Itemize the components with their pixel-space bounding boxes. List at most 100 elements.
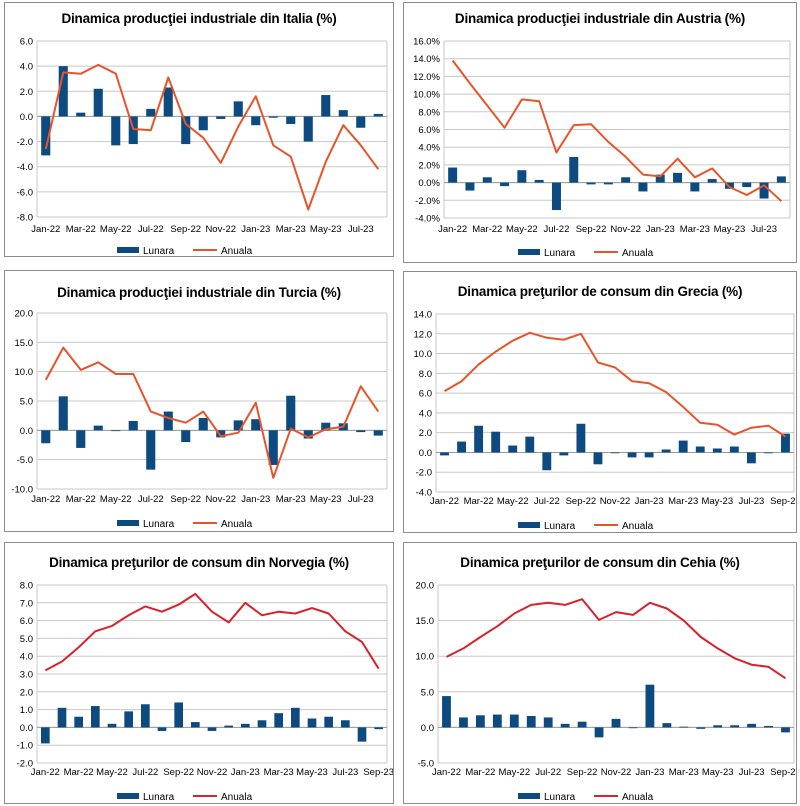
y-tick-label: 2.0% [418,160,440,171]
x-tick-label: May-23 [296,767,328,778]
x-tick-label: Jul-22 [535,767,561,778]
bar-lunara [465,182,475,191]
x-tick-label: Jul-22 [138,224,164,235]
bar-lunara [763,452,773,454]
x-tick-label: May-22 [497,496,529,507]
bar-lunara [576,423,586,453]
chart-svg: 14.012.010.08.06.04.02.00.0-2.0-4.0Jan-2… [414,310,797,533]
bar-lunara [586,182,596,185]
bar-lunara [690,182,700,192]
bar-lunara [233,101,243,117]
x-tick-label: Mar-22 [66,224,96,235]
y-tick-label: -2.0 [416,468,432,479]
bar-lunara [251,116,261,126]
bar-lunara [233,420,243,431]
x-tick-label: May-23 [701,496,733,507]
bar-lunara [508,445,518,453]
y-tick-label: 15.0 [416,616,435,627]
chart-title: Dinamica preţurilor de consum din Cehia … [460,555,740,570]
bar-lunara [321,422,331,431]
x-tick-label: Jul-22 [132,767,158,778]
legend-swatch-lunara [518,793,540,799]
x-tick-label: May-23 [310,494,342,505]
bar-lunara [128,116,138,145]
legend-swatch-lunara [518,249,540,255]
y-tick-label: 6.0% [418,125,440,136]
x-tick-label: Jul-23 [751,224,777,235]
bar-lunara [621,177,631,183]
bar-lunara [286,116,296,124]
bar-lunara [141,704,150,728]
chart-svg: 8.07.06.05.04.03.02.01.00.0-1.0-2.0Jan-2… [17,581,393,804]
chart-panel-austria: Dinamica producţiei industriale din Aust… [403,2,797,263]
x-tick-label: Mar-23 [276,224,306,235]
x-tick-label: Jan-23 [231,767,260,778]
y-tick-label: -10.0 [11,485,33,496]
x-tick-label: Nov-22 [610,224,641,235]
bar-lunara [216,430,226,438]
bar-lunara [645,684,655,728]
bar-lunara [224,725,233,728]
y-tick-label: 7.0 [20,598,33,609]
x-tick-label: Jul-23 [332,767,358,778]
legend-label-lunara: Lunara [544,792,576,803]
chart-panel-turcia: Dinamica producţiei industriale din Turc… [4,270,394,532]
bar-lunara [764,725,773,728]
x-tick-label: May-22 [498,767,530,778]
x-tick-label: Jan-23 [241,224,270,235]
bar-lunara [93,88,103,117]
bar-lunara [534,179,544,183]
x-tick-label: Nov-22 [600,496,631,507]
y-tick-label: 2.0 [419,428,432,439]
bar-lunara [111,430,121,432]
x-tick-label: Sep-22 [170,494,201,505]
bar-lunara [542,452,552,471]
y-tick-label: 0.0 [20,426,33,437]
bar-lunara [713,725,723,728]
x-tick-label: Jan-23 [646,224,675,235]
bar-lunara [356,116,366,128]
y-tick-label: 12.0 [414,329,433,340]
bar-lunara [41,116,51,156]
x-tick-label: Jul-23 [348,494,374,505]
bar-lunara [257,720,267,728]
bar-lunara [448,167,458,183]
bar-lunara [492,714,502,728]
bar-lunara [341,720,350,728]
bar-lunara [569,156,579,183]
y-tick-label: 16.0% [413,37,440,48]
bar-lunara [593,452,603,465]
bar-lunara [274,713,283,728]
bar-lunara [163,411,173,431]
x-tick-label: Nov-22 [205,494,236,505]
legend-swatch-lunara [117,793,139,799]
chart-panel-grecia: Dinamica preţurilor de consum din Grecia… [403,271,797,533]
x-tick-label: Jul-23 [348,224,374,235]
y-tick-label: 6.0 [419,389,432,400]
bar-lunara [128,420,138,431]
legend-label-anuala: Anuala [622,792,654,803]
line-anuala [451,59,783,202]
x-tick-label: Mar-22 [472,224,502,235]
bar-lunara [560,723,570,728]
bar-lunara [373,113,383,117]
y-tick-label: 12.0% [413,72,440,83]
y-tick-label: 20.0 [15,309,34,320]
bar-lunara [577,721,587,728]
y-tick-label: 8.0% [418,107,440,118]
chart-title: Dinamica producţiei industriale din Turc… [57,285,341,300]
bar-lunara [41,430,51,444]
x-tick-label: Jan-22 [432,767,461,778]
legend-label-lunara: Lunara [143,246,175,256]
x-tick-label: Sep-23 [770,767,796,778]
y-tick-label: -2.0% [415,196,440,207]
x-tick-label: Nov-22 [197,767,228,778]
x-tick-label: Sep-22 [566,496,597,507]
x-tick-label: Mar-23 [264,767,294,778]
bar-lunara [474,425,484,453]
bar-lunara [746,452,756,464]
y-tick-label: 5.0 [20,634,33,645]
x-tick-label: Mar-22 [66,494,96,505]
legend-swatch-lunara [117,520,139,526]
